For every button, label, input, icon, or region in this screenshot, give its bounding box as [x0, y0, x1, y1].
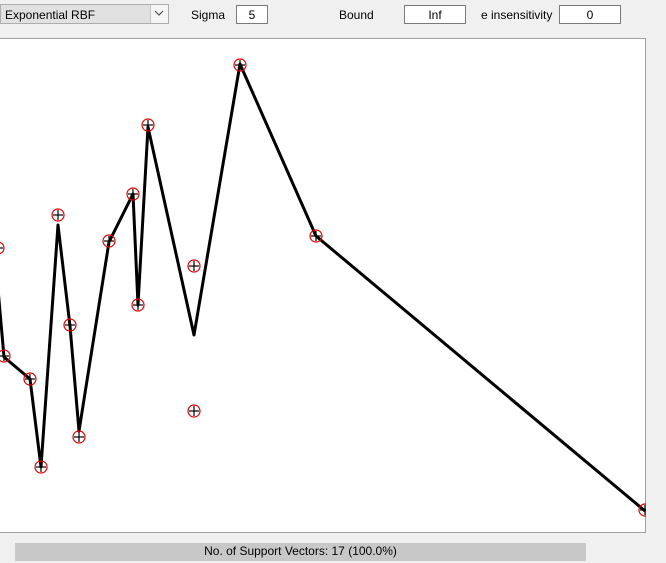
e-insensitivity-label: e insensitivity — [481, 8, 553, 22]
data-point[interactable] — [23, 372, 37, 386]
data-point[interactable] — [34, 460, 48, 474]
control-row: Exponential RBF Sigma Bound e insensitiv… — [0, 0, 666, 32]
data-point[interactable] — [102, 234, 116, 248]
data-point[interactable] — [0, 241, 5, 255]
data-point[interactable] — [72, 430, 86, 444]
chevron-down-icon — [154, 10, 164, 16]
dropdown-button[interactable] — [150, 5, 168, 23]
data-point[interactable] — [141, 118, 155, 132]
regression-curve — [0, 62, 646, 513]
kernel-select-value: Exponential RBF — [5, 8, 96, 22]
bound-label: Bound — [339, 8, 374, 22]
data-point[interactable] — [63, 318, 77, 332]
data-point[interactable] — [638, 503, 646, 517]
sigma-label: Sigma — [191, 8, 226, 22]
support-vector-count: No. of Support Vectors: 17 (100.0%) — [204, 544, 397, 558]
status-bar: No. of Support Vectors: 17 (100.0%) — [15, 543, 586, 561]
sigma-input[interactable] — [236, 5, 268, 24]
data-point[interactable] — [187, 259, 201, 273]
data-point[interactable] — [131, 298, 145, 312]
e-insensitivity-input[interactable] — [559, 5, 621, 24]
data-point[interactable] — [126, 187, 140, 201]
regression-plot[interactable] — [0, 39, 646, 534]
data-point[interactable] — [0, 349, 11, 363]
data-point[interactable] — [309, 229, 323, 243]
kernel-select[interactable]: Exponential RBF — [0, 4, 169, 24]
bound-input[interactable] — [404, 5, 466, 24]
data-point[interactable] — [187, 404, 201, 418]
data-point[interactable] — [51, 208, 65, 222]
data-point[interactable] — [233, 58, 247, 72]
plot-area[interactable] — [0, 38, 646, 533]
